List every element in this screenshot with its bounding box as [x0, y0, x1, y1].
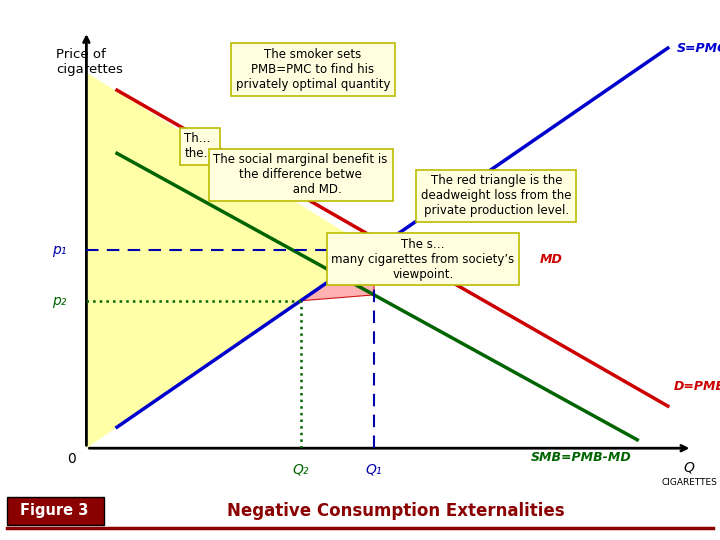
Text: Negative Consumption Externalities: Negative Consumption Externalities: [228, 502, 564, 520]
Text: The social marginal benefit is
the difference betwe
         and MD.: The social marginal benefit is the diffe…: [213, 153, 388, 197]
Text: The smoker sets
PMB=PMC to find his
privately optimal quantity: The smoker sets PMB=PMC to find his priv…: [235, 48, 390, 91]
FancyBboxPatch shape: [7, 497, 104, 525]
Text: SMB=PMB-MD: SMB=PMB-MD: [531, 451, 631, 464]
Text: MD: MD: [539, 253, 562, 266]
Text: The s…
many cigarettes from society’s
viewpoint.: The s… many cigarettes from society’s vi…: [331, 238, 515, 281]
Text: Figure 3: Figure 3: [20, 503, 88, 518]
Text: The red triangle is the
deadweight loss from the
private production level.: The red triangle is the deadweight loss …: [421, 174, 572, 218]
Text: D=PMB: D=PMB: [674, 381, 720, 394]
Text: Th…
the…: Th… the…: [184, 132, 215, 160]
Text: 0: 0: [67, 452, 76, 465]
Text: Price of
cigarettes: Price of cigarettes: [55, 48, 122, 76]
Text: Q₁: Q₁: [366, 463, 382, 477]
Polygon shape: [86, 72, 374, 448]
Text: Q: Q: [684, 461, 695, 475]
Text: S=PMC=SMC: S=PMC=SMC: [677, 42, 720, 55]
Polygon shape: [301, 250, 374, 301]
Text: CIGARETTES: CIGARETTES: [661, 478, 717, 487]
Text: p₁: p₁: [52, 243, 66, 257]
Text: Q₂: Q₂: [292, 463, 309, 477]
Text: p₂: p₂: [52, 294, 66, 308]
